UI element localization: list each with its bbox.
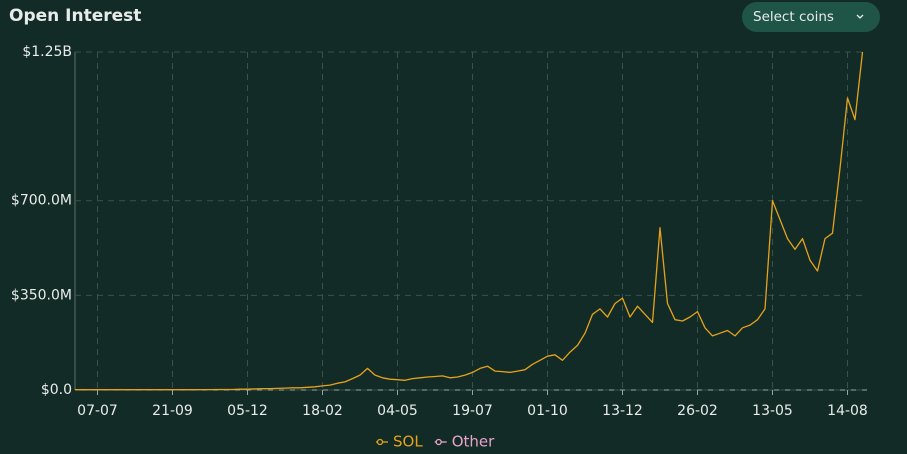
x-tick-label: 18-02 [302,403,343,419]
y-tick-label: $1.25B [22,44,72,60]
x-tick-label: 01-10 [527,403,568,419]
x-tick-label: 19-07 [452,403,493,419]
legend-marker [376,438,384,446]
series-line [75,51,864,391]
y-tick-label: $0.0 [41,382,72,398]
chevron[interactable] [856,14,864,19]
button-bg[interactable] [742,2,880,32]
legend-label: Other [452,433,495,451]
x-tick-label: 13-05 [752,403,793,419]
select-coins-button[interactable]: Select coins [742,2,880,32]
x-tick-label: 26-02 [677,403,718,419]
button-label[interactable]: Select coins [753,9,834,25]
legend-label: SOL [393,433,423,451]
y-tick-label: $700.0M [11,193,72,209]
x-tick-label: 13-12 [602,403,643,419]
x-tick-label: 05-12 [227,403,268,419]
x-tick-label: 07-07 [77,403,118,419]
x-tick-label: 21-09 [152,403,193,419]
legend-marker [435,438,442,446]
chart-title: Open Interest [9,6,141,26]
x-tick-label: 14-08 [827,403,868,419]
x-tick-label: 04-05 [377,403,418,419]
y-tick-label: $350.0M [11,287,72,303]
